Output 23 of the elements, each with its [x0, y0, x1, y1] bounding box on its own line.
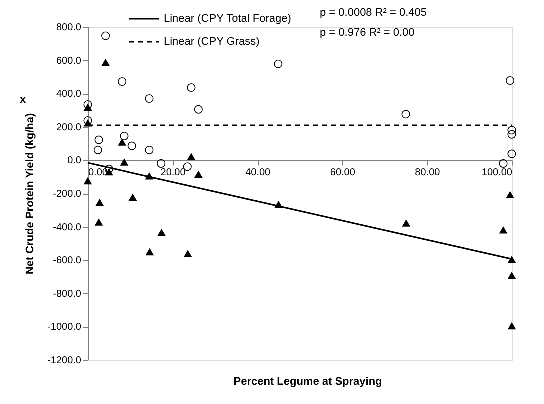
y-tick-label: 600.0	[56, 56, 82, 67]
y-tick-label: 800.0	[56, 22, 82, 34]
y-axis-title: Net Crude Protein Yield (kg/ha)	[24, 112, 37, 275]
y-tick-label: -400.0	[53, 222, 82, 234]
annotation: p = 0.976 R² = 0.00	[320, 27, 415, 39]
x-tick-label: 40.00	[246, 168, 272, 179]
y-tick-label: -1200.0	[48, 356, 82, 366]
y-tick-label: 200.0	[56, 122, 82, 134]
y-tick-label: -200.0	[53, 189, 82, 200]
x-axis-title: Percent Legume at Spraying	[234, 376, 382, 388]
x-tick-label: 80.00	[415, 168, 441, 179]
y-tick-label: -600.0	[53, 256, 82, 267]
text: p = 0.0008 R² = 0.405	[320, 7, 428, 19]
y-tick-label: 400.0	[56, 89, 82, 100]
x-tick-label: 60.00	[330, 168, 356, 179]
y-tick-label: -1000.0	[48, 322, 82, 334]
legend-label: Linear (CPY Total Forage)	[164, 13, 292, 25]
x-tick-label: 20.00	[160, 168, 186, 179]
x-tick-label: 100.00	[482, 168, 513, 179]
y-tick-label: -800.0	[53, 288, 82, 300]
y-tick-label: 0.0	[68, 156, 82, 167]
legend-label: Linear (CPY Grass)	[164, 36, 260, 48]
text: x	[20, 94, 27, 106]
